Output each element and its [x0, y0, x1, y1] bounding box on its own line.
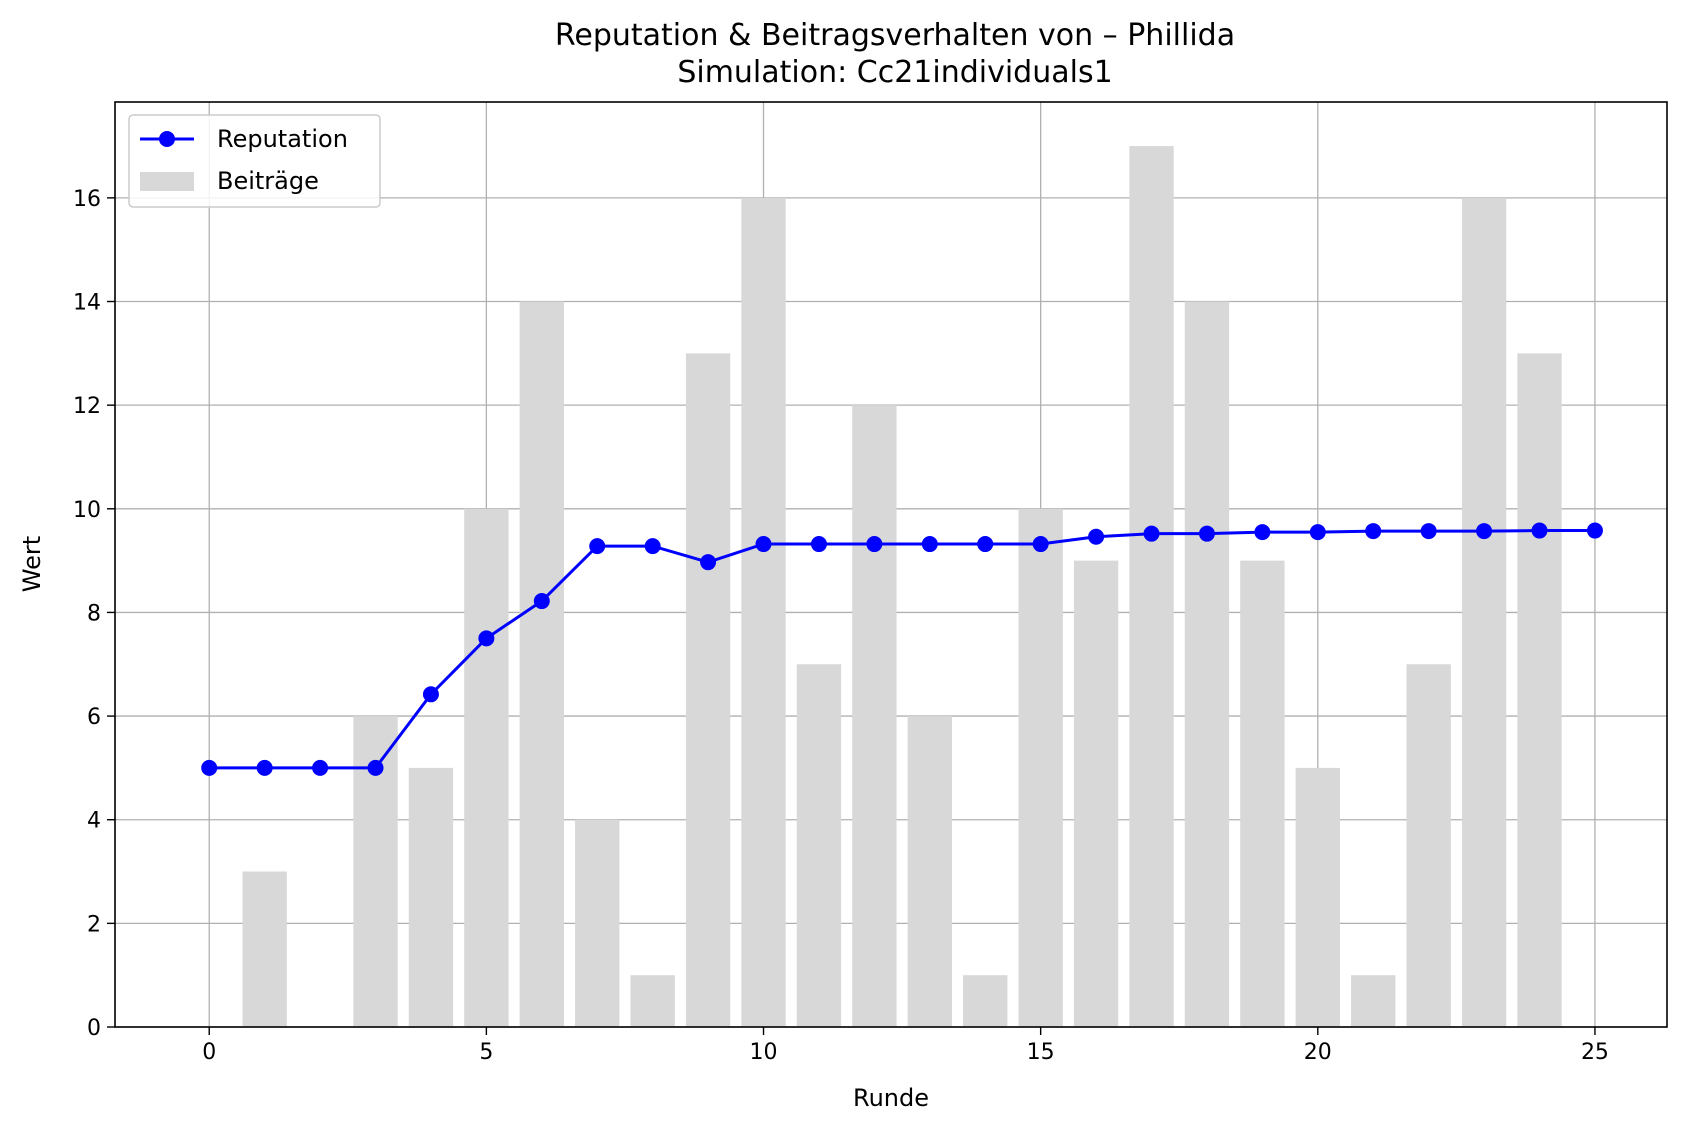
reputation-point [700, 554, 717, 571]
chart-title: Reputation & Beitragsverhalten von – Phi… [555, 18, 1235, 53]
x-tick-label: 20 [1304, 1040, 1332, 1065]
contribution-bar [852, 405, 897, 1028]
contribution-bar [519, 301, 564, 1028]
contribution-bar [1295, 767, 1340, 1027]
reputation-point [644, 538, 661, 555]
x-tick-label: 0 [202, 1040, 216, 1065]
reputation-point [1198, 525, 1215, 542]
reputation-point [256, 759, 273, 776]
contribution-bar [1406, 664, 1451, 1027]
contribution-bar [1018, 508, 1063, 1027]
y-axis-label: Wert [18, 536, 46, 592]
plot-frame [114, 101, 1668, 1028]
reputation-point [367, 759, 384, 776]
contribution-bar [464, 508, 509, 1027]
contribution-bar [1517, 353, 1562, 1027]
reputation-point [312, 759, 329, 776]
reputation-point [1365, 523, 1382, 540]
x-tick-label: 25 [1581, 1040, 1609, 1065]
reputation-point [422, 686, 439, 703]
reputation-point [1309, 524, 1326, 541]
contribution-bar [1240, 560, 1285, 1027]
contribution-bar [630, 975, 675, 1027]
reputation-point [755, 536, 772, 553]
contribution-bar [1073, 560, 1119, 1027]
legend-marker-swatch [159, 131, 175, 147]
reputation-point [921, 536, 938, 553]
reputation-point [1586, 522, 1603, 539]
reputation-point [1531, 522, 1548, 539]
reputation-point [810, 536, 827, 553]
reputation-point [1254, 524, 1271, 541]
contribution-bar [741, 197, 786, 1027]
reputation-point [533, 593, 550, 610]
reputation-point [866, 536, 883, 553]
contribution-bar [408, 767, 454, 1027]
contribution-bar [1351, 975, 1396, 1027]
chart-subtitle: Simulation: Cc21individuals1 [677, 55, 1112, 90]
contribution-bar [242, 871, 287, 1027]
y-tick-label: 10 [73, 498, 101, 523]
reputation-point [478, 630, 495, 647]
y-axis-ticks: 0 2 4 6 8 10 12 14 16 [73, 187, 115, 1041]
reputation-point [1143, 525, 1160, 542]
legend-bar-swatch [140, 172, 194, 191]
y-tick-label: 12 [73, 394, 101, 419]
contribution-bar [1461, 197, 1507, 1027]
contribution-bar [575, 819, 620, 1027]
reputation-point [1032, 536, 1049, 553]
y-tick-label: 16 [73, 187, 101, 212]
y-tick-label: 0 [87, 1016, 101, 1041]
contribution-bar [1129, 146, 1174, 1028]
reputation-line [209, 529, 1595, 770]
y-tick-label: 6 [87, 705, 101, 730]
contribution-bar [796, 664, 842, 1027]
y-tick-label: 2 [87, 912, 101, 937]
contribution-bar [1184, 301, 1230, 1028]
x-axis-ticks: 0 5 10 15 20 25 [202, 1027, 1609, 1065]
contribution-bar [907, 716, 952, 1027]
reputation-point [977, 536, 994, 553]
x-tick-label: 5 [479, 1040, 493, 1065]
legend-label-reputation: Reputation [217, 125, 348, 153]
contribution-bar [963, 975, 1008, 1027]
x-tick-label: 15 [1027, 1040, 1055, 1065]
reputation-point [1088, 528, 1105, 545]
y-tick-label: 14 [73, 291, 101, 316]
contribution-bar [685, 353, 731, 1027]
bars [242, 146, 1562, 1028]
legend-label-beitraege: Beiträge [217, 167, 319, 195]
x-tick-label: 10 [750, 1040, 778, 1065]
reputation-point [589, 538, 606, 555]
x-axis-label: Runde [853, 1084, 929, 1112]
legend: Reputation Beiträge [128, 114, 381, 208]
reputation-point [201, 759, 218, 776]
y-tick-label: 4 [87, 809, 101, 834]
reputation-point [1420, 523, 1437, 540]
reputation-point [1476, 523, 1493, 540]
reputation-series-line [209, 529, 1595, 770]
y-tick-label: 8 [87, 601, 101, 626]
reputation-points [201, 522, 1603, 776]
